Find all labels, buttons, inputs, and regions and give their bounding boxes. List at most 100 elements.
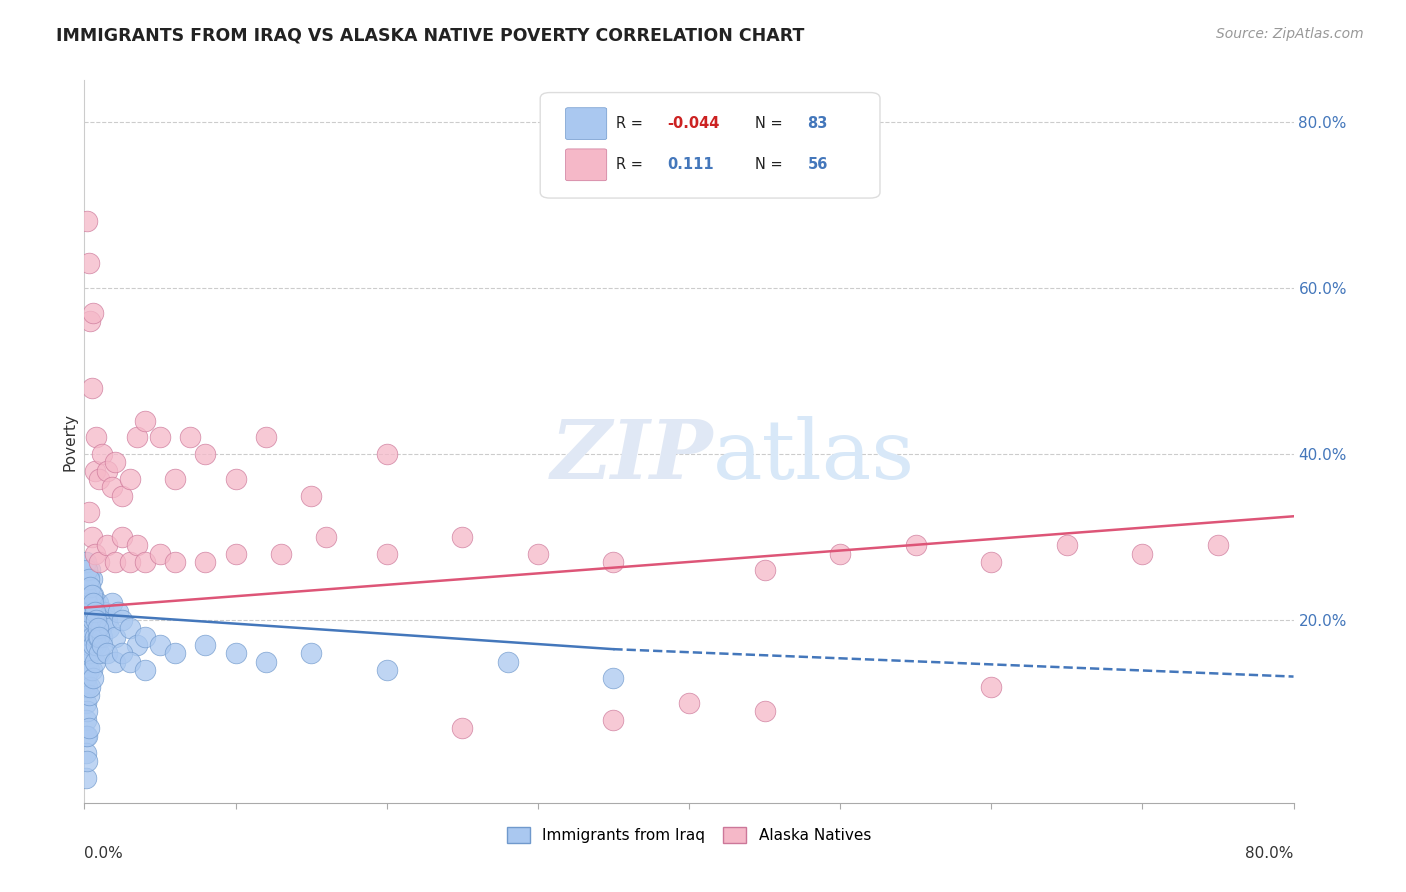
- Point: [77, 613, 100, 627]
- Point: [91, 447, 114, 461]
- Text: -0.044: -0.044: [668, 116, 720, 131]
- Point: [89, 555, 111, 569]
- Point: [80, 530, 103, 544]
- Point: [87, 597, 110, 611]
- Point: [79, 680, 101, 694]
- Point: [100, 480, 122, 494]
- Point: [87, 630, 110, 644]
- Point: [754, 705, 776, 719]
- Point: [75, 696, 97, 710]
- Point: [104, 630, 127, 644]
- Point: [76, 730, 98, 744]
- Point: [76, 597, 98, 611]
- Point: [86, 613, 108, 627]
- Point: [375, 547, 398, 561]
- Point: [89, 646, 111, 660]
- Point: [104, 655, 127, 669]
- Text: IMMIGRANTS FROM IRAQ VS ALASKA NATIVE POVERTY CORRELATION CHART: IMMIGRANTS FROM IRAQ VS ALASKA NATIVE PO…: [56, 27, 804, 45]
- Point: [96, 464, 118, 478]
- Point: [1056, 538, 1078, 552]
- Point: [165, 472, 187, 486]
- Point: [84, 547, 107, 561]
- Text: ZIP: ZIP: [551, 416, 713, 496]
- Point: [77, 638, 100, 652]
- Point: [79, 314, 101, 328]
- Point: [77, 505, 100, 519]
- Point: [82, 588, 104, 602]
- Point: [375, 447, 398, 461]
- Point: [134, 630, 156, 644]
- Text: 80.0%: 80.0%: [1246, 847, 1294, 861]
- Point: [127, 538, 149, 552]
- Point: [315, 530, 337, 544]
- Point: [84, 655, 107, 669]
- Point: [84, 464, 107, 478]
- Point: [82, 613, 104, 627]
- Text: R =: R =: [616, 157, 648, 172]
- Point: [79, 580, 101, 594]
- Point: [194, 447, 217, 461]
- Point: [75, 771, 97, 785]
- Point: [118, 655, 141, 669]
- Point: [76, 597, 98, 611]
- Point: [127, 638, 149, 652]
- Point: [254, 430, 277, 444]
- Point: [82, 306, 104, 320]
- Text: atlas: atlas: [713, 416, 915, 496]
- Point: [82, 638, 104, 652]
- Point: [80, 605, 103, 619]
- Point: [194, 638, 217, 652]
- Point: [79, 646, 101, 660]
- Point: [111, 530, 134, 544]
- FancyBboxPatch shape: [540, 93, 880, 198]
- Point: [118, 555, 141, 569]
- Point: [75, 555, 97, 569]
- Point: [79, 597, 101, 611]
- Point: [89, 630, 111, 644]
- Point: [104, 455, 127, 469]
- Point: [75, 746, 97, 760]
- Point: [86, 638, 108, 652]
- Text: N =: N =: [755, 157, 787, 172]
- Point: [84, 630, 107, 644]
- Point: [87, 621, 110, 635]
- Point: [79, 563, 101, 577]
- Point: [1130, 547, 1153, 561]
- Point: [91, 638, 114, 652]
- Point: [149, 638, 172, 652]
- Point: [496, 655, 519, 669]
- Point: [76, 563, 98, 577]
- Point: [451, 530, 474, 544]
- Point: [76, 754, 98, 768]
- Point: [107, 605, 129, 619]
- Text: 56: 56: [807, 157, 828, 172]
- Point: [980, 680, 1002, 694]
- Point: [111, 489, 134, 503]
- Point: [100, 597, 122, 611]
- Point: [90, 621, 112, 635]
- Point: [527, 547, 550, 561]
- FancyBboxPatch shape: [565, 149, 607, 181]
- Text: 0.111: 0.111: [668, 157, 714, 172]
- Point: [79, 621, 101, 635]
- Point: [134, 555, 156, 569]
- Point: [111, 613, 134, 627]
- Point: [76, 655, 98, 669]
- Point: [225, 472, 247, 486]
- Point: [75, 646, 97, 660]
- Point: [149, 430, 172, 444]
- Point: [299, 489, 322, 503]
- Point: [96, 538, 118, 552]
- Point: [118, 472, 141, 486]
- Point: [76, 705, 98, 719]
- Text: N =: N =: [755, 116, 787, 131]
- Point: [97, 621, 120, 635]
- Text: 83: 83: [807, 116, 828, 131]
- Point: [165, 646, 187, 660]
- Point: [75, 730, 97, 744]
- Point: [76, 214, 98, 228]
- Point: [127, 430, 149, 444]
- Point: [451, 721, 474, 735]
- Point: [165, 555, 187, 569]
- Point: [76, 630, 98, 644]
